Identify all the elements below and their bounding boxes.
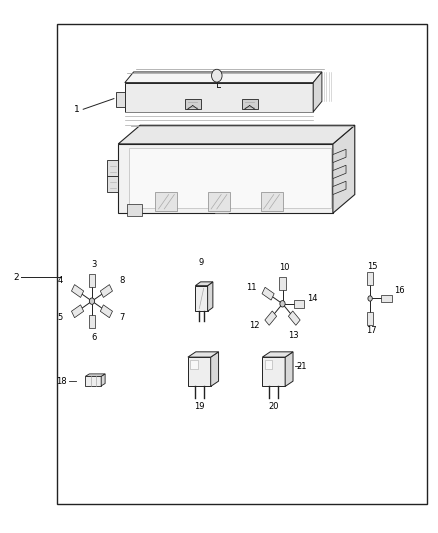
Text: 18: 18 [56,377,67,385]
Text: 11: 11 [246,284,256,292]
Polygon shape [195,286,208,311]
Polygon shape [333,165,346,179]
Polygon shape [101,374,105,386]
Polygon shape [265,311,277,325]
Text: 3: 3 [91,261,96,269]
Text: 14: 14 [307,294,318,303]
Polygon shape [288,311,300,325]
Polygon shape [262,287,274,300]
Polygon shape [285,352,293,386]
Polygon shape [261,192,283,211]
Text: 21: 21 [297,362,307,371]
Text: 8: 8 [119,277,124,285]
Polygon shape [188,357,211,386]
Polygon shape [185,99,201,109]
Polygon shape [190,360,198,369]
Polygon shape [367,312,373,325]
Polygon shape [118,144,333,213]
Circle shape [368,296,372,301]
Polygon shape [107,160,118,176]
Polygon shape [208,282,213,311]
Circle shape [280,301,285,307]
Polygon shape [100,285,113,297]
Text: 6: 6 [91,333,96,342]
Circle shape [89,298,95,304]
Text: 15: 15 [367,262,377,271]
Polygon shape [333,181,346,195]
Polygon shape [188,352,219,357]
Polygon shape [107,176,118,192]
Polygon shape [211,352,219,386]
Circle shape [212,69,222,82]
Polygon shape [100,305,113,318]
Polygon shape [89,274,95,287]
Text: 7: 7 [119,313,124,321]
Polygon shape [279,277,286,290]
Text: 19: 19 [194,402,205,411]
Polygon shape [116,92,125,107]
Text: 20: 20 [268,402,279,411]
Polygon shape [71,285,84,297]
Polygon shape [208,192,230,211]
Polygon shape [129,148,331,208]
Polygon shape [333,149,346,163]
Text: 12: 12 [249,321,259,329]
Polygon shape [294,300,304,308]
Polygon shape [155,192,177,211]
Polygon shape [367,272,373,285]
Polygon shape [381,295,392,302]
Polygon shape [118,125,355,144]
Polygon shape [125,83,313,112]
Text: 2: 2 [13,273,19,281]
Text: 17: 17 [367,326,377,335]
Bar [57,24,427,504]
Polygon shape [333,125,355,213]
Text: 5: 5 [58,313,63,321]
Polygon shape [242,99,258,109]
Polygon shape [195,282,213,286]
Polygon shape [265,360,272,369]
Polygon shape [71,305,84,318]
Polygon shape [127,204,142,216]
Polygon shape [262,352,293,357]
Text: 4: 4 [58,277,63,285]
Text: 13: 13 [288,332,299,340]
Text: 1: 1 [74,105,80,114]
Polygon shape [262,357,285,386]
Polygon shape [313,72,322,112]
Polygon shape [85,376,101,386]
Polygon shape [125,72,322,83]
Polygon shape [89,315,95,328]
Text: 16: 16 [395,286,405,295]
Text: 9: 9 [199,258,204,266]
Polygon shape [85,374,105,376]
Text: 10: 10 [279,263,290,272]
